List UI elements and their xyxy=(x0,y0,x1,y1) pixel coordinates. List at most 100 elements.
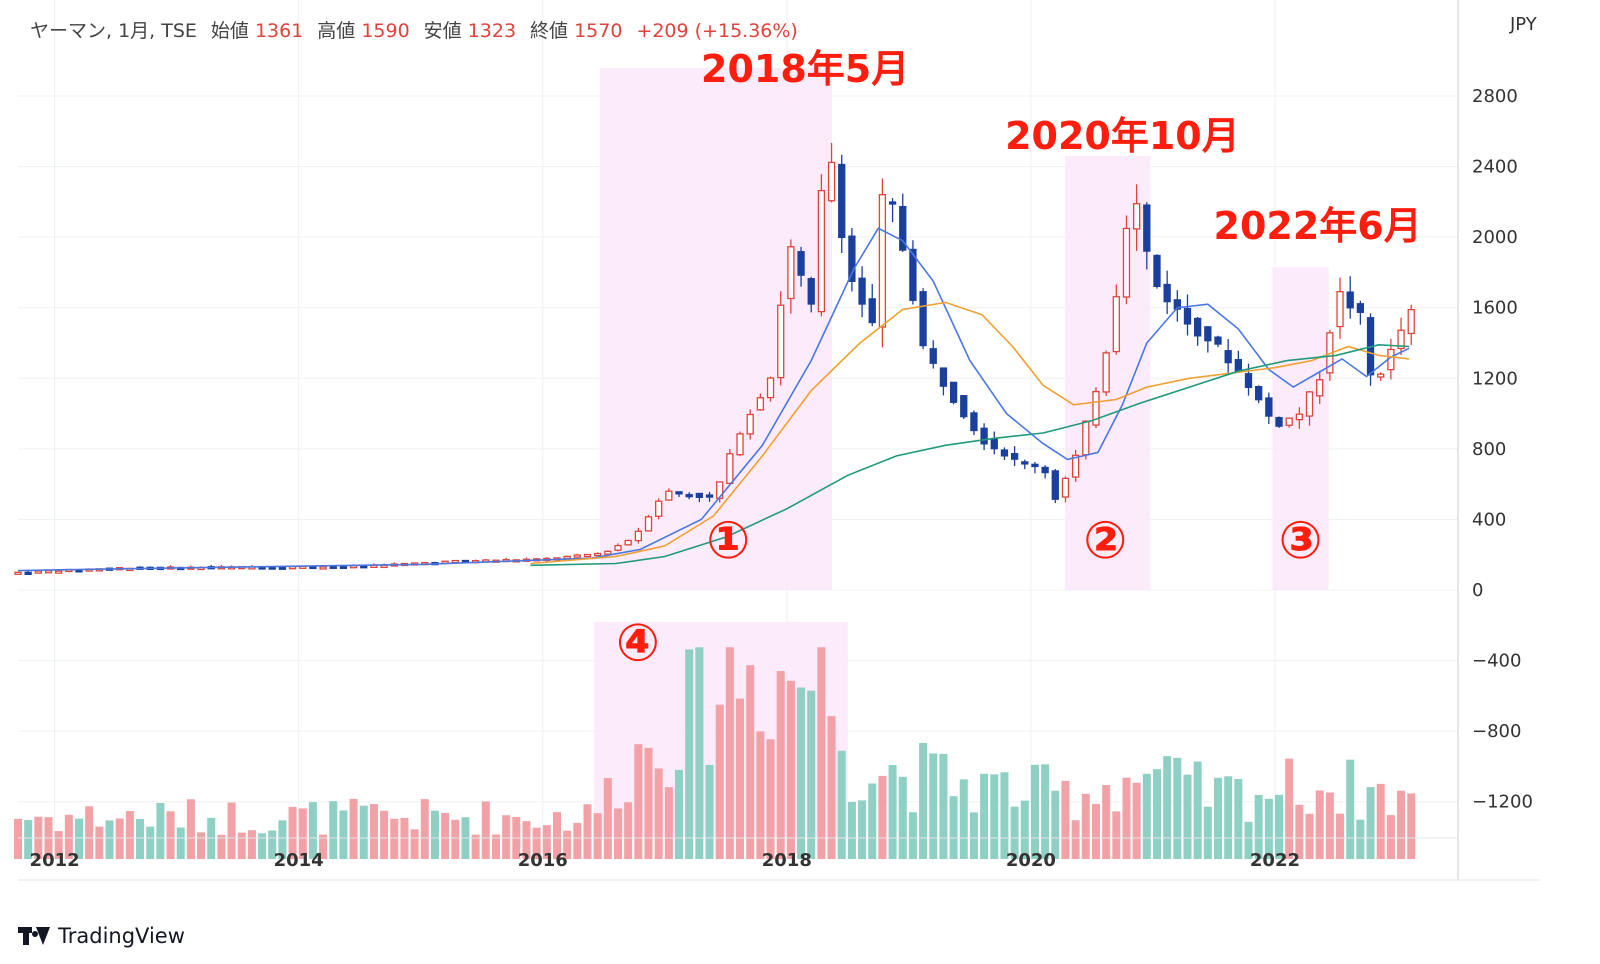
volume-bar xyxy=(766,739,775,859)
candle-body xyxy=(695,492,704,498)
candle-body xyxy=(634,530,642,542)
volume-bar xyxy=(1203,806,1212,859)
volume-bar xyxy=(1071,820,1080,859)
volume-bar xyxy=(797,687,806,859)
y-tick-label: 800 xyxy=(1472,439,1506,460)
volume-bar xyxy=(980,773,989,859)
candle-body xyxy=(1255,386,1263,401)
volume-bar xyxy=(1112,811,1121,859)
candle-body xyxy=(1295,413,1304,421)
volume-bar xyxy=(1295,804,1304,859)
y-tick-label: 0 xyxy=(1472,580,1483,601)
volume-bar xyxy=(380,810,389,859)
candle-body xyxy=(807,278,815,305)
volume-bar xyxy=(1397,790,1406,859)
volume-bar xyxy=(725,647,734,859)
candle-body xyxy=(604,550,612,555)
candle-body xyxy=(756,397,765,411)
volume-bar xyxy=(847,801,856,859)
candle-body xyxy=(1061,477,1070,498)
y-tick-label: 2400 xyxy=(1472,157,1518,178)
volume-bar xyxy=(746,665,755,859)
volume-bar xyxy=(1214,777,1222,859)
y-tick-label: 1200 xyxy=(1472,368,1518,389)
candle-body xyxy=(1356,303,1365,313)
volume-bar xyxy=(776,670,785,859)
volume-bar xyxy=(563,830,572,859)
volume-bar xyxy=(675,769,684,859)
candle-body xyxy=(1173,299,1181,310)
volume-bar xyxy=(481,801,490,859)
volume-bar xyxy=(1224,776,1233,859)
volume-bar xyxy=(441,812,450,859)
candle-body xyxy=(278,566,287,570)
volume-bar xyxy=(593,813,602,859)
volume-bar xyxy=(685,649,694,859)
candle-body xyxy=(644,516,653,532)
candle-body xyxy=(573,554,581,558)
volume-bar xyxy=(1132,782,1141,859)
tradingview-icon xyxy=(18,927,50,945)
volume-bar xyxy=(1041,764,1050,859)
candle-body xyxy=(319,566,327,570)
volume-bar xyxy=(959,779,968,859)
volume-bar xyxy=(237,832,246,859)
candle-body xyxy=(766,377,775,399)
candle-body xyxy=(838,163,846,239)
candle-body xyxy=(14,571,22,575)
volume-bar xyxy=(146,826,155,859)
volume-bar xyxy=(573,822,582,859)
circled-number: ① xyxy=(706,511,750,571)
volume-bar xyxy=(1000,772,1009,859)
candle-body xyxy=(34,570,42,574)
candle-body xyxy=(1092,390,1100,426)
candle-body xyxy=(1204,326,1212,342)
volume-bar xyxy=(969,812,978,859)
volume-bar xyxy=(756,731,765,859)
volume-bar xyxy=(85,806,94,859)
volume-bar xyxy=(298,808,307,859)
candle-body xyxy=(777,304,785,379)
volume-bar xyxy=(197,832,206,859)
volume-bar xyxy=(908,812,917,859)
volume-bar xyxy=(217,834,226,859)
volume-bar xyxy=(115,818,124,859)
volume-bar xyxy=(166,811,175,859)
volume-bar xyxy=(268,830,277,859)
volume-bar xyxy=(471,834,480,859)
volume-bar xyxy=(898,776,907,859)
candle-body xyxy=(1071,454,1080,478)
volume-bar xyxy=(888,764,897,859)
candle-body xyxy=(624,539,632,546)
candle-body xyxy=(1000,449,1009,457)
tradingview-logo[interactable]: TradingView xyxy=(18,924,185,948)
candle-body xyxy=(1234,359,1242,372)
candle-body xyxy=(1143,204,1151,252)
y-tick-label: −400 xyxy=(1472,651,1521,672)
symbol-label: ヤーマン, 1月, TSE xyxy=(30,20,197,42)
volume-bar xyxy=(1244,821,1253,859)
candle-body xyxy=(1112,296,1120,353)
volume-bar xyxy=(715,704,724,859)
volume-bar xyxy=(1407,793,1416,859)
volume-bar xyxy=(1051,790,1060,859)
volume-bar xyxy=(319,834,328,859)
volume-bar xyxy=(919,742,928,859)
volume-bar xyxy=(1091,803,1100,859)
volume-bar xyxy=(583,804,592,859)
candle-body xyxy=(726,453,734,484)
volume-bar xyxy=(64,814,73,859)
candle-body xyxy=(705,494,714,498)
candle-body xyxy=(1244,373,1253,388)
candle-body xyxy=(1051,470,1059,500)
ohlc-legend: ヤーマン, 1月, TSE 始値 1361 高値 1590 安値 1323 終値 157… xyxy=(30,16,798,43)
candle-body xyxy=(339,565,348,569)
candle-body xyxy=(1377,373,1385,378)
candle-body xyxy=(44,570,53,574)
volume-bar xyxy=(75,818,84,859)
candle-body xyxy=(1397,329,1405,350)
volume-bar xyxy=(868,783,877,859)
candle-body xyxy=(1224,350,1232,364)
